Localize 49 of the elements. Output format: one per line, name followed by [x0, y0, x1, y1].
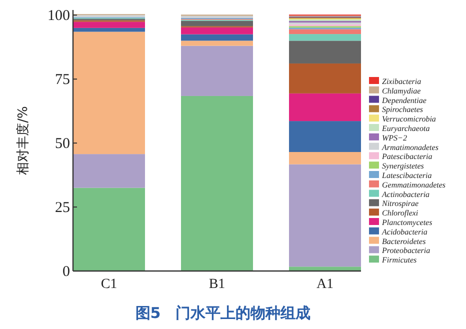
- legend-label: Acidobacteria: [381, 227, 428, 236]
- legend-label: Planctomycetes: [381, 218, 432, 227]
- legend-label: Zixibacteria: [382, 77, 422, 86]
- bar: [73, 154, 145, 188]
- bar: [181, 40, 253, 46]
- legend-label: Gemmatimonadetes: [382, 180, 446, 190]
- bar: [181, 46, 253, 96]
- legend-label: Dependentiae: [381, 96, 427, 105]
- bar: [73, 28, 145, 32]
- x-tick-label: C1: [100, 277, 118, 292]
- legend-label: Spirochaetes: [382, 105, 424, 114]
- legend-label: Armatimonadetes: [381, 142, 438, 152]
- bar: [181, 20, 253, 26]
- legend-label: Chlamydiae: [382, 86, 422, 96]
- bar: [289, 152, 361, 164]
- legend-label: Latescibacteria: [381, 171, 432, 180]
- legend-label: Firmicutes: [381, 256, 417, 265]
- bar: [289, 266, 361, 271]
- legend-label: Chloroflexi: [382, 208, 418, 218]
- y-tick-label: 100: [48, 8, 70, 24]
- x-tick-label: A1: [316, 277, 334, 292]
- legend-label: Proteobacteria: [381, 246, 430, 256]
- bar: [289, 34, 361, 41]
- legend-label: WPS−2: [382, 133, 407, 142]
- bar: [181, 27, 253, 34]
- bar: [73, 32, 145, 154]
- legend-label: Nitrospirae: [381, 199, 420, 208]
- bar: [289, 164, 361, 267]
- legend-label: Euryarchaeota: [381, 124, 430, 133]
- legend-label: Patescibacteria: [381, 152, 432, 162]
- text: 图5 门水平上的物种组成: [135, 304, 311, 322]
- y-tick-label: 50: [55, 136, 70, 152]
- legend-label: Verrucomicrobia: [382, 114, 436, 124]
- y-axis-title: 相对丰度/%: [15, 106, 31, 175]
- bar: [73, 188, 145, 271]
- bar: [289, 63, 361, 94]
- bar: [181, 34, 253, 41]
- bar: [73, 22, 145, 28]
- legend-label: Synergistetes: [382, 162, 424, 171]
- legend-label: Actinobacteria: [381, 190, 430, 199]
- bar: [289, 40, 361, 64]
- legend-label: Bacteroidetes: [382, 236, 426, 246]
- y-tick-label: 75: [55, 72, 70, 88]
- y-tick-label: 25: [55, 200, 70, 216]
- bar: [289, 121, 361, 152]
- y-tick-label: 0: [62, 264, 70, 280]
- x-tick-label: B1: [208, 277, 226, 292]
- bar: [289, 93, 361, 122]
- bar: [181, 96, 253, 271]
